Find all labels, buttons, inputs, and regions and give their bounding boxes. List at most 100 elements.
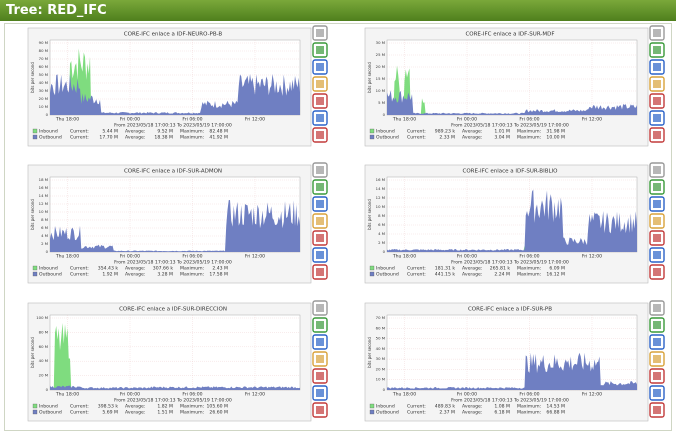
- legend-label: Current:: [407, 129, 426, 135]
- x-tick-label: Thu 18:00: [55, 392, 79, 398]
- y-tick-label: 30 M: [39, 88, 48, 93]
- legend-label: Maximum:: [517, 272, 542, 278]
- y-tick-label: 20 M: [39, 96, 48, 101]
- legend-value: 989.23 k: [435, 129, 456, 135]
- icon-glyph: [316, 251, 324, 259]
- legend-value: 66.88 M: [546, 410, 565, 416]
- graph-title: CORE-IFC enlace a IDF-SUR-ADMON: [124, 169, 222, 175]
- icon-glyph: [653, 251, 661, 259]
- icon-glyph: [316, 29, 324, 37]
- legend-value: 2.43 M: [212, 266, 228, 272]
- icon-glyph: [316, 355, 324, 363]
- graph-title: CORE-IFC enlace a IDF-SUR-PB: [468, 307, 552, 313]
- y-tick-label: 60 M: [39, 64, 48, 69]
- x-tick-label: Thu 18:00: [392, 392, 416, 398]
- graph[interactable]: CORE-IFC enlace a IDF-SUR-ADMON bits per …: [27, 164, 312, 284]
- date-range: From 2023/05/18 17:00:13 To 2023/05/19 1…: [451, 123, 569, 129]
- icon-glyph: [653, 200, 661, 208]
- traffic-area: [387, 189, 637, 252]
- traffic-area: [387, 352, 637, 390]
- legend-label: Current:: [407, 135, 426, 141]
- legend-name: Inbound: [376, 266, 395, 272]
- legend-value: 41.92 M: [209, 135, 228, 141]
- y-tick-label: 4 M: [41, 233, 48, 238]
- legend-label: Current:: [70, 135, 89, 141]
- legend-swatch: [369, 271, 375, 277]
- icon-glyph: [316, 304, 324, 312]
- plot-area: [49, 314, 301, 391]
- tree-header: Tree: RED_IFC: [0, 0, 676, 21]
- legend-label: Current:: [70, 129, 89, 135]
- legend-label: Maximum:: [517, 266, 542, 272]
- legend-label: Average:: [462, 404, 483, 410]
- legend-value: 1.51 M: [157, 410, 173, 416]
- legend-label: Maximum:: [180, 272, 205, 278]
- legend-value: 441.15 k: [435, 272, 456, 278]
- legend-value: 105.60 M: [207, 404, 229, 410]
- date-range: From 2023/05/18 17:00:13 To 2023/05/19 1…: [114, 123, 232, 129]
- legend-label: Maximum:: [180, 404, 205, 410]
- icon-glyph: [316, 114, 324, 122]
- y-tick-label: 16 M: [376, 177, 385, 182]
- legend-value: 14.53 M: [546, 404, 565, 410]
- icon-glyph: [316, 166, 324, 174]
- graph[interactable]: CORE-IFC enlace a IDF-SUR-PB bits per sec…: [364, 302, 649, 422]
- y-axis-label: bits per second: [367, 62, 372, 93]
- legend-label: Current:: [70, 272, 89, 278]
- y-tick-label: 60 M: [39, 344, 48, 349]
- legend-value: 489.83 k: [435, 404, 456, 410]
- legend-label: Average:: [462, 410, 483, 416]
- legend-value: 181.31 k: [435, 266, 456, 272]
- y-tick-label: 8 M: [41, 217, 48, 222]
- icon-glyph: [653, 97, 661, 105]
- graph[interactable]: CORE-IFC enlace a IDF-NEURO-PB-B bits per…: [27, 27, 312, 147]
- icon-glyph: [316, 406, 324, 414]
- y-tick-label: 8 M: [378, 213, 385, 218]
- y-tick-label: 18 M: [39, 177, 48, 182]
- icon-glyph: [653, 389, 661, 397]
- x-tick-label: Fri 12:00: [582, 254, 602, 260]
- y-tick-label: 40 M: [39, 80, 48, 85]
- icon-glyph: [316, 200, 324, 208]
- y-tick-label: 0: [46, 387, 49, 392]
- traffic-area: [387, 90, 637, 115]
- legend-value: 16.12 M: [546, 272, 565, 278]
- plot-area: [386, 39, 638, 116]
- date-range: From 2023/05/18 17:00:13 To 2023/05/19 1…: [114, 260, 232, 266]
- y-tick-label: 80 M: [39, 48, 48, 53]
- legend-value: 9.52 M: [157, 129, 173, 135]
- icon-glyph: [653, 355, 661, 363]
- legend-value: 1.08 M: [494, 404, 510, 410]
- icon-glyph: [316, 372, 324, 380]
- legend-value: 3.04 M: [494, 135, 510, 141]
- legend-label: Current:: [70, 410, 89, 416]
- legend-name: Outbound: [39, 272, 62, 278]
- legend-label: Average:: [462, 135, 483, 141]
- y-tick-label: 6 M: [41, 225, 48, 230]
- graph[interactable]: CORE-IFC enlace a IDF-SUR-MDF bits per se…: [364, 27, 649, 147]
- y-tick-label: 40 M: [376, 346, 385, 351]
- legend-value: 82.48 M: [209, 129, 228, 135]
- icon-glyph: [653, 183, 661, 191]
- icon-glyph: [316, 63, 324, 71]
- legend-swatch: [369, 403, 375, 409]
- legend-label: Maximum:: [517, 410, 542, 416]
- icon-glyph: [653, 46, 661, 54]
- graph[interactable]: CORE-IFC enlace a IDF-SUR-BIBLIO bits per…: [364, 164, 649, 284]
- legend-name: Outbound: [376, 410, 399, 416]
- icon-glyph: [653, 321, 661, 329]
- x-tick-label: Thu 18:00: [392, 254, 416, 260]
- legend-name: Outbound: [39, 135, 62, 141]
- y-tick-label: 30 M: [376, 40, 385, 45]
- legend-name: Outbound: [39, 410, 62, 416]
- y-tick-label: 100 M: [36, 315, 48, 320]
- graph[interactable]: CORE-IFC enlace a IDF-SUR-DIRECCION bits …: [27, 302, 312, 422]
- legend-label: Average:: [125, 272, 146, 278]
- icon-glyph: [316, 389, 324, 397]
- y-tick-label: 80 M: [39, 329, 48, 334]
- legend-value: 354.43 k: [98, 266, 119, 272]
- legend-value: 398.53 k: [98, 404, 119, 410]
- icon-glyph: [316, 131, 324, 139]
- icon-glyph: [653, 63, 661, 71]
- traffic-area: [50, 199, 300, 252]
